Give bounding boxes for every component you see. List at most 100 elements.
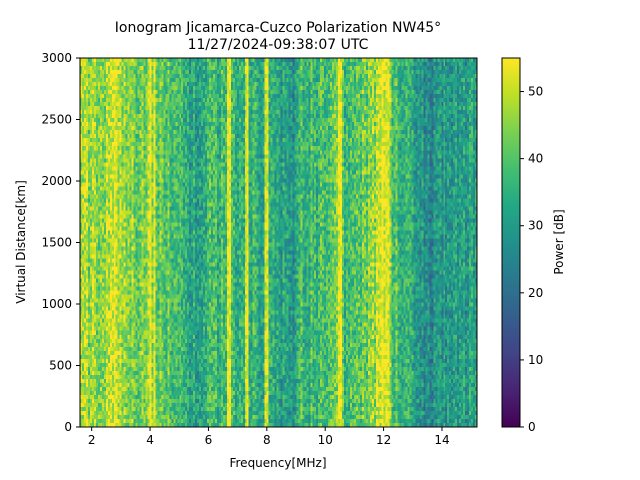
heatmap-cell [123, 414, 126, 420]
heatmap-cell [135, 346, 138, 352]
heatmap-cell [119, 118, 122, 123]
heatmap-cell [83, 98, 87, 103]
heatmap-cell [80, 114, 83, 119]
heatmap-cell [80, 162, 83, 167]
heatmap-cell [99, 114, 103, 119]
heatmap-cell [103, 386, 107, 392]
heatmap-cell [115, 382, 119, 388]
heatmap-cell [117, 142, 121, 147]
heatmap-cell [119, 238, 122, 243]
heatmap-cell [89, 310, 93, 315]
heatmap-cell [89, 370, 93, 376]
heatmap-cell [95, 374, 99, 380]
heatmap-cell [113, 166, 117, 171]
heatmap-cell [111, 62, 115, 67]
heatmap-cell [113, 390, 117, 396]
heatmap-cell [139, 334, 142, 340]
heatmap-cell [183, 378, 186, 384]
heatmap-cell [141, 118, 144, 123]
heatmap-cell [183, 78, 186, 83]
heatmap-cell [137, 186, 140, 191]
heatmap-cell [147, 130, 150, 135]
heatmap-cell [115, 198, 119, 203]
heatmap-cell [93, 154, 97, 159]
heatmap-cell [123, 318, 126, 324]
heatmap-cell [143, 174, 146, 179]
heatmap-cell [177, 306, 180, 311]
heatmap-cell [181, 258, 184, 263]
heatmap-cell [115, 222, 119, 227]
heatmap-cell [125, 198, 128, 203]
heatmap-cell [153, 330, 156, 336]
heatmap-cell [125, 102, 128, 107]
heatmap-cell [133, 90, 136, 95]
heatmap-cell [121, 102, 124, 107]
heatmap-cell [149, 226, 152, 231]
heatmap-cell [143, 278, 146, 283]
heatmap-cell [121, 266, 124, 271]
heatmap-cell [113, 266, 117, 271]
heatmap-cell [141, 350, 144, 356]
heatmap-cell [109, 326, 113, 332]
heatmap-cell [95, 306, 99, 311]
heatmap-cell [135, 334, 138, 340]
heatmap-cell [119, 170, 122, 175]
heatmap-cell [181, 166, 184, 171]
heatmap-cell [151, 170, 154, 175]
heatmap-cell [135, 122, 138, 127]
heatmap-cell [183, 310, 186, 315]
heatmap-cell [101, 222, 105, 227]
heatmap-cell [115, 282, 119, 287]
heatmap-cell [177, 214, 180, 219]
heatmap-cell [155, 150, 158, 155]
heatmap-cell [97, 162, 101, 167]
heatmap-cell [161, 254, 164, 259]
heatmap-cell [147, 142, 150, 147]
heatmap-cell [131, 202, 134, 207]
heatmap-cell [139, 322, 142, 328]
heatmap-cell [109, 150, 113, 155]
heatmap-cell [109, 194, 113, 199]
heatmap-cell [109, 294, 113, 299]
heatmap-cell [185, 70, 188, 75]
heatmap-cell [149, 274, 152, 279]
heatmap-cell [93, 178, 97, 183]
heatmap-cell [173, 134, 176, 139]
heatmap-cell [163, 286, 166, 291]
heatmap-cell [129, 138, 132, 143]
heatmap-cell [121, 98, 124, 103]
heatmap-cell [83, 418, 87, 424]
heatmap-cell [131, 106, 134, 111]
heatmap-cell [117, 94, 121, 99]
heatmap-cell [89, 222, 93, 227]
heatmap-cell [157, 374, 160, 380]
heatmap-cell [169, 122, 172, 127]
heatmap-cell [141, 58, 144, 63]
heatmap-cell [129, 154, 132, 159]
heatmap-cell [97, 190, 101, 195]
heatmap-cell [129, 374, 132, 380]
heatmap-cell [99, 166, 103, 171]
heatmap-cell [99, 190, 103, 195]
heatmap-cell [145, 90, 148, 95]
heatmap-cell [141, 142, 144, 147]
heatmap-cell [149, 58, 152, 63]
heatmap-cell [145, 358, 148, 364]
heatmap-cell [99, 202, 103, 207]
heatmap-cell [95, 222, 99, 227]
heatmap-cell [119, 214, 122, 219]
heatmap-cell [155, 330, 158, 336]
heatmap-cell [187, 66, 190, 71]
heatmap-cell [87, 230, 91, 235]
heatmap-cell [171, 366, 174, 372]
heatmap-cell [169, 146, 172, 151]
heatmap-cell [135, 114, 138, 119]
heatmap-cell [139, 66, 142, 71]
heatmap-cell [161, 106, 164, 111]
heatmap-cell [81, 142, 85, 147]
heatmap-cell [171, 370, 174, 376]
heatmap-cell [147, 126, 150, 131]
heatmap-cell [129, 142, 132, 147]
heatmap-cell [171, 186, 174, 191]
heatmap-cell [175, 106, 178, 111]
